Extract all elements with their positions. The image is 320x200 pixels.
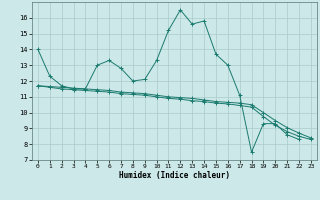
X-axis label: Humidex (Indice chaleur): Humidex (Indice chaleur) — [119, 171, 230, 180]
